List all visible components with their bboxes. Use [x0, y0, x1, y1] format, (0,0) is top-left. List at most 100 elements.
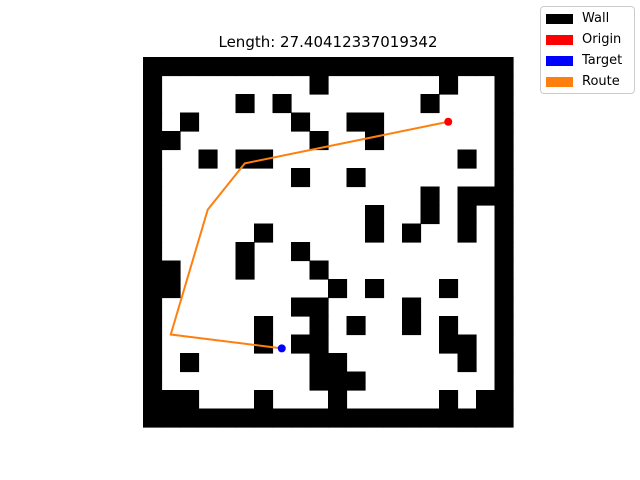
legend-label-route: Route: [582, 74, 620, 89]
wall-cell: [346, 316, 366, 336]
wall-cell: [235, 94, 255, 114]
wall-cell: [365, 279, 385, 299]
wall-cell: [457, 205, 477, 225]
maze-grid: [143, 57, 514, 428]
wall-cell: [143, 205, 163, 225]
wall-cell: [161, 57, 181, 77]
wall-cell: [180, 408, 200, 428]
wall-cell: [143, 297, 163, 317]
wall-cell: [309, 408, 329, 428]
wall-cell: [346, 408, 366, 428]
wall-cell: [439, 334, 459, 354]
wall-cell: [161, 279, 181, 299]
wall-cell: [161, 131, 181, 151]
wall-cell: [402, 297, 422, 317]
wall-cell: [494, 168, 514, 188]
wall-cell: [143, 408, 163, 428]
wall-cell: [161, 408, 181, 428]
wall-cell: [346, 57, 366, 77]
wall-cell: [309, 131, 329, 151]
wall-cell: [309, 353, 329, 373]
wall-cell: [402, 316, 422, 336]
wall-cell: [365, 131, 385, 151]
wall-cell: [365, 205, 385, 225]
wall-cell: [494, 260, 514, 280]
legend-item-wall: Wall: [546, 12, 609, 26]
wall-cell: [143, 353, 163, 373]
wall-cell: [309, 75, 329, 95]
wall-cell: [494, 408, 514, 428]
wall-cell: [143, 260, 163, 280]
wall-cell: [439, 408, 459, 428]
wall-cell: [291, 168, 311, 188]
wall-cell: [254, 57, 274, 77]
wall-cell: [457, 186, 477, 206]
wall-cell: [494, 57, 514, 77]
wall-cell: [383, 408, 403, 428]
wall-cell: [143, 149, 163, 169]
wall-cell: [143, 279, 163, 299]
wall-cell: [420, 408, 440, 428]
legend-label-target: Target: [582, 53, 623, 68]
wall-cell: [346, 168, 366, 188]
wall-cell: [235, 260, 255, 280]
legend-swatch-origin: [546, 35, 573, 45]
legend-swatch-wall: [546, 14, 573, 24]
wall-cell: [439, 75, 459, 95]
wall-cell: [328, 390, 348, 410]
wall-cell: [161, 390, 181, 410]
wall-cell: [402, 57, 422, 77]
wall-cell: [494, 316, 514, 336]
wall-cell: [143, 75, 163, 95]
wall-cell: [235, 57, 255, 77]
wall-cell: [476, 57, 496, 77]
wall-cell: [143, 168, 163, 188]
wall-cell: [143, 186, 163, 206]
wall-cell: [365, 57, 385, 77]
wall-cell: [180, 390, 200, 410]
wall-cell: [365, 223, 385, 243]
wall-cell: [494, 112, 514, 132]
wall-cell: [346, 371, 366, 391]
wall-cell: [476, 408, 496, 428]
wall-cell: [328, 279, 348, 299]
wall-cell: [420, 205, 440, 225]
wall-cell: [217, 57, 237, 77]
wall-cell: [143, 131, 163, 151]
wall-cell: [494, 149, 514, 169]
wall-cell: [494, 131, 514, 151]
wall-cell: [254, 408, 274, 428]
origin-marker: [444, 117, 453, 126]
wall-cell: [328, 371, 348, 391]
wall-cell: [143, 316, 163, 336]
wall-cell: [476, 186, 496, 206]
legend-label-origin: Origin: [582, 32, 622, 47]
wall-cell: [439, 316, 459, 336]
wall-cell: [143, 94, 163, 114]
wall-cell: [198, 408, 218, 428]
wall-cell: [180, 112, 200, 132]
legend-swatch-target: [546, 56, 573, 66]
wall-cell: [272, 408, 292, 428]
wall-cell: [291, 112, 311, 132]
wall-cell: [494, 371, 514, 391]
wall-cell: [143, 242, 163, 262]
wall-cell: [254, 223, 274, 243]
wall-cell: [198, 57, 218, 77]
wall-cell: [328, 353, 348, 373]
legend-item-target: Target: [546, 54, 622, 68]
wall-cell: [457, 57, 477, 77]
wall-cell: [402, 223, 422, 243]
wall-cell: [309, 316, 329, 336]
wall-cell: [180, 57, 200, 77]
wall-cell: [494, 75, 514, 95]
wall-cell: [420, 186, 440, 206]
wall-cell: [291, 334, 311, 354]
wall-cell: [494, 205, 514, 225]
wall-cell: [420, 57, 440, 77]
wall-cell: [309, 57, 329, 77]
wall-cell: [494, 94, 514, 114]
wall-cell: [217, 408, 237, 428]
wall-cell: [235, 149, 255, 169]
wall-cell: [309, 260, 329, 280]
